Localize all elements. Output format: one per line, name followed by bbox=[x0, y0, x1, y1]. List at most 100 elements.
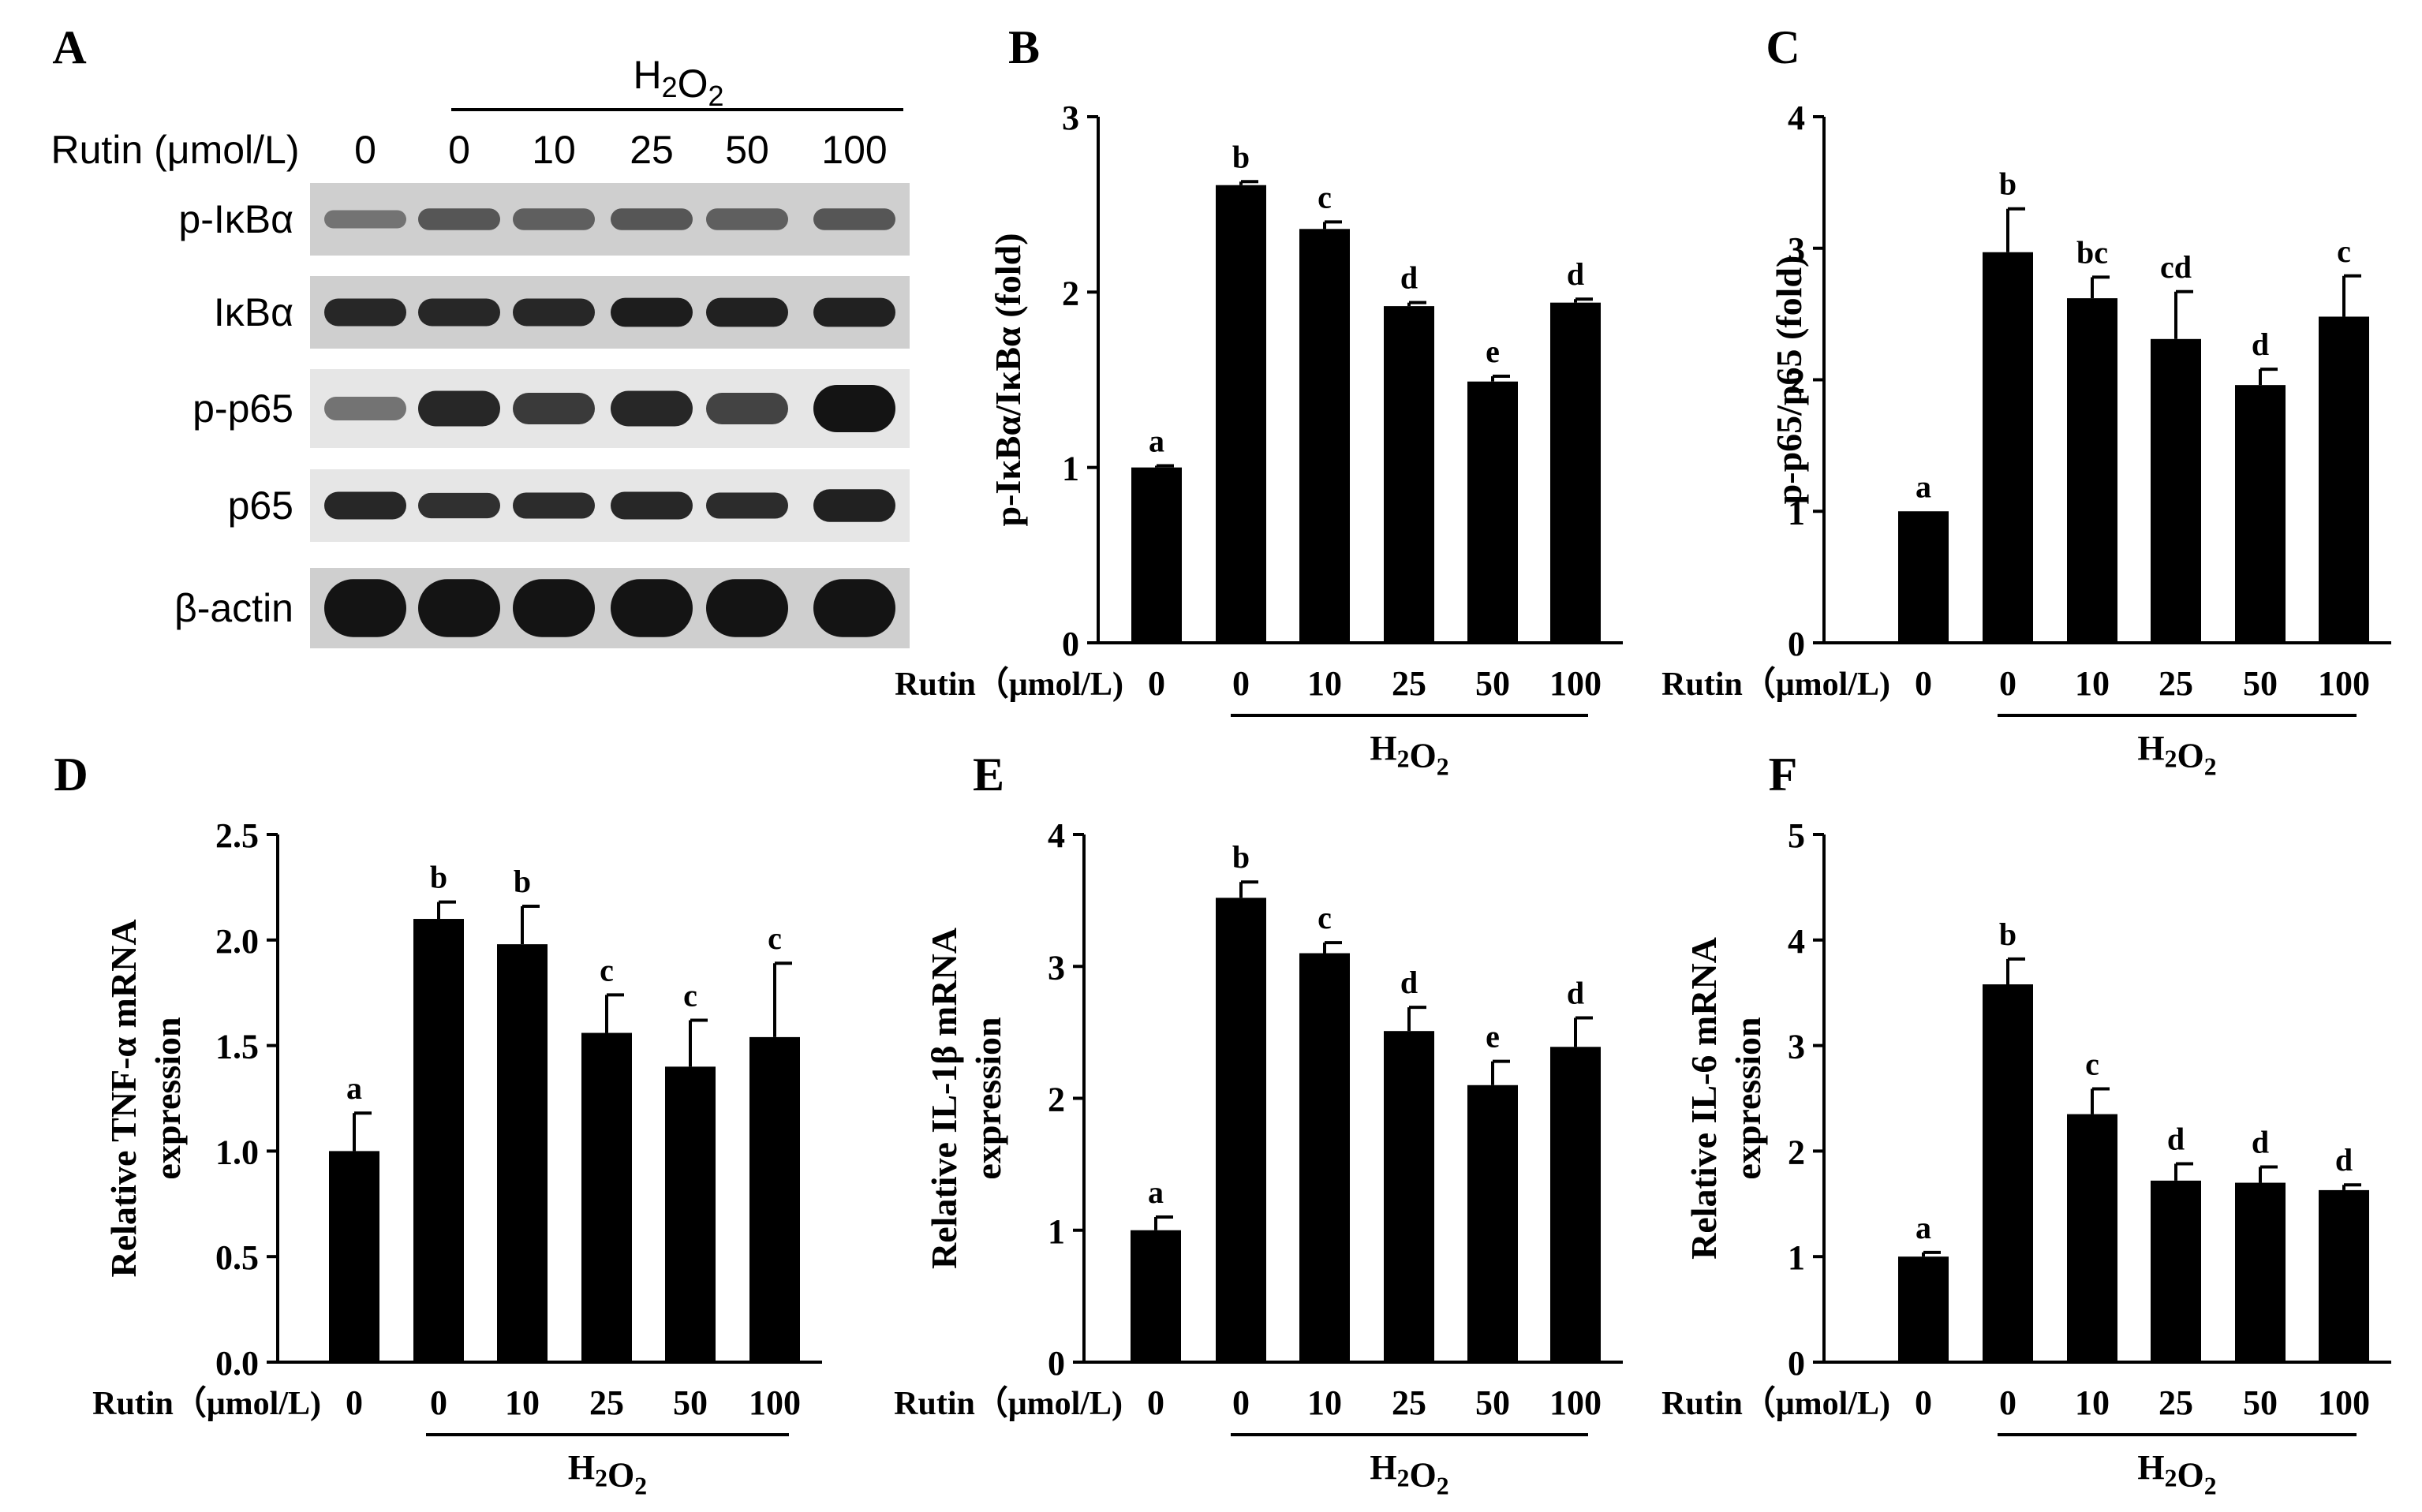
bar bbox=[1467, 381, 1518, 643]
y-tick-label: 0 bbox=[1788, 625, 1805, 663]
y-tick-label: 4 bbox=[1048, 816, 1065, 855]
y-tick-label: 1.0 bbox=[215, 1133, 259, 1171]
x-tick-label: 10 bbox=[2075, 664, 2110, 703]
blot-label: p65 bbox=[228, 483, 293, 528]
bar bbox=[1983, 252, 2033, 643]
chart-d: D 0.0 0.5 1.0 1.5 2.0 2.5 Relative TNF-α mRNA ex… bbox=[54, 749, 822, 1499]
significance-letter: b bbox=[514, 864, 531, 899]
bar bbox=[1216, 898, 1266, 1362]
blot-band bbox=[706, 492, 788, 519]
x-tick-label: 50 bbox=[2243, 664, 2278, 703]
x-tick-label: 25 bbox=[1392, 1383, 1426, 1422]
y-axis-label-line: expression bbox=[1728, 1017, 1768, 1179]
y-axis-label-line: Relative IL-6 mRNA bbox=[1684, 937, 1724, 1260]
blot-band bbox=[706, 393, 788, 424]
bar bbox=[1216, 185, 1266, 643]
x-tick-label: 0 bbox=[1148, 664, 1165, 703]
significance-letter: d bbox=[1400, 260, 1418, 296]
blot-label: p-IκBα bbox=[178, 197, 293, 241]
x-tick-label: 50 bbox=[2243, 1383, 2278, 1422]
y-tick-label: 3 bbox=[1788, 230, 1805, 269]
bar bbox=[1983, 984, 2033, 1362]
significance-letter: c bbox=[1318, 179, 1332, 215]
x-tick-label: 50 bbox=[1475, 664, 1510, 703]
blot-strip bbox=[310, 369, 910, 448]
rutin-axis-label: Rutin（μmol/L) bbox=[1661, 666, 1890, 703]
blot-strip bbox=[310, 568, 910, 648]
y-tick-label: 4 bbox=[1788, 922, 1805, 961]
significance-letter: a bbox=[1148, 1174, 1164, 1210]
significance-letter: d bbox=[2335, 1142, 2353, 1178]
treatment-label: H2O2 bbox=[2137, 729, 2216, 780]
y-tick-label: 2.0 bbox=[215, 922, 259, 961]
blot-band bbox=[611, 390, 693, 427]
blot-label: IκBα bbox=[214, 290, 293, 334]
bar bbox=[1131, 1230, 1181, 1362]
y-tick-label: 3 bbox=[1062, 99, 1079, 137]
x-tick-label: 50 bbox=[1475, 1383, 1510, 1422]
significance-letter: d bbox=[1400, 965, 1418, 1000]
x-tick-label: 0 bbox=[1915, 1383, 1932, 1422]
significance-letter: b bbox=[1232, 139, 1250, 174]
blot-band bbox=[813, 579, 895, 637]
treatment-label: H2O2 bbox=[2137, 1448, 2216, 1499]
bar bbox=[2067, 298, 2117, 643]
panel-label: F bbox=[1769, 749, 1798, 801]
bar bbox=[2319, 1189, 2369, 1362]
panel-a-western-blot: A H2O2 Rutin (μmol/L) 0 0 10 25 50 100 p-IκBα IκBα… bbox=[51, 21, 910, 648]
significance-letter: a bbox=[346, 1070, 362, 1106]
y-tick-label: 3 bbox=[1048, 948, 1065, 987]
y-tick-label: 0.0 bbox=[215, 1344, 259, 1383]
bar bbox=[1384, 1031, 1434, 1362]
bar bbox=[413, 919, 464, 1362]
chart-b: B 0 1 2 3 p-IκBα/IκBα (fold) a b c d e d Rutin（μmol/… bbox=[895, 21, 1623, 780]
y-axis-label-line: Relative TNF-α mRNA bbox=[103, 919, 144, 1277]
x-tick-label: 0 bbox=[1232, 664, 1250, 703]
x-tick-label: 0 bbox=[1999, 664, 2016, 703]
significance-letter: b bbox=[1999, 166, 2016, 202]
y-axis-label-line: p-IκBα/IκBα (fold) bbox=[988, 233, 1028, 526]
chart-c: C 0 1 2 3 4 p-p65/p65 (fold) a b bc cd d c Rutin（μmol… bbox=[1661, 21, 2391, 780]
bar bbox=[1898, 511, 1949, 643]
panel-label: E bbox=[973, 749, 1004, 801]
blot-band bbox=[611, 297, 693, 327]
significance-letter: b bbox=[1232, 839, 1250, 875]
significance-letter: d bbox=[2167, 1121, 2185, 1156]
bar bbox=[665, 1066, 716, 1362]
rutin-label: Rutin (μmol/L) bbox=[51, 128, 300, 172]
significance-letter: bc bbox=[2076, 234, 2108, 270]
blot-band bbox=[513, 579, 595, 637]
significance-letter: b bbox=[1999, 917, 2016, 952]
y-tick-label: 2 bbox=[1062, 274, 1079, 312]
treatment-label: H2O2 bbox=[633, 53, 723, 112]
bar bbox=[1898, 1256, 1949, 1362]
treatment-label: H2O2 bbox=[1370, 1448, 1448, 1499]
significance-letter: a bbox=[1149, 423, 1164, 458]
blot-band bbox=[706, 297, 788, 327]
blot-strip bbox=[310, 276, 910, 349]
blot-label: β-actin bbox=[174, 586, 293, 630]
x-tick-label: 10 bbox=[1307, 664, 1342, 703]
panel-label: C bbox=[1766, 21, 1800, 73]
blot-band bbox=[418, 298, 500, 327]
significance-letter: c bbox=[2085, 1046, 2099, 1081]
significance-letter: cd bbox=[2160, 249, 2192, 285]
blot-band bbox=[513, 492, 595, 519]
bar bbox=[497, 944, 548, 1362]
panel-label: D bbox=[54, 749, 88, 801]
blot-band bbox=[611, 208, 693, 230]
blot-band bbox=[418, 492, 500, 519]
y-axis-label-line: p-p65/p65 (fold) bbox=[1769, 256, 1809, 505]
significance-letter: c bbox=[768, 920, 782, 956]
blot-band bbox=[813, 385, 895, 432]
bar bbox=[1550, 1047, 1601, 1362]
y-tick-label: 0 bbox=[1062, 625, 1079, 663]
blot-band bbox=[813, 489, 895, 522]
significance-letter: c bbox=[683, 977, 697, 1013]
bar bbox=[1384, 306, 1434, 643]
x-tick-label: 0 bbox=[1915, 664, 1932, 703]
blot-band bbox=[513, 393, 595, 424]
y-tick-label: 0 bbox=[1048, 1344, 1065, 1383]
